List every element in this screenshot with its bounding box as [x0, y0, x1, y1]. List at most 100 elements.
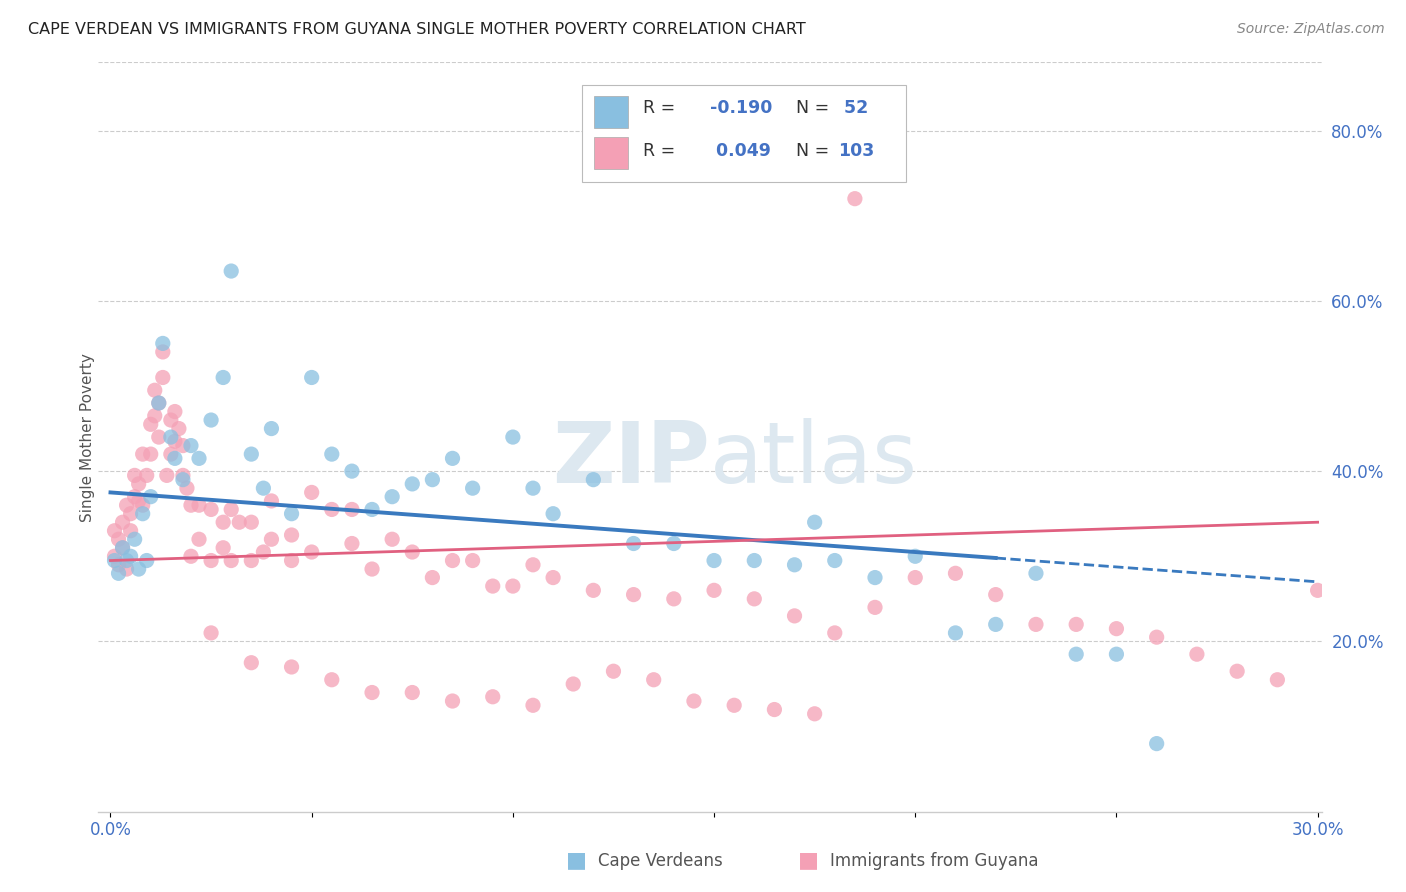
- Point: [662, 591, 685, 606]
- Point: [1105, 622, 1128, 636]
- Point: [160, 430, 183, 444]
- Point: [228, 515, 250, 529]
- Point: [683, 694, 706, 708]
- Point: [240, 447, 263, 461]
- Text: ■: ■: [799, 850, 818, 870]
- Point: [1064, 617, 1087, 632]
- Point: [212, 515, 235, 529]
- Point: [135, 553, 157, 567]
- Point: [280, 553, 302, 567]
- Point: [742, 591, 765, 606]
- Point: [219, 553, 242, 567]
- Point: [200, 626, 222, 640]
- Point: [321, 502, 343, 516]
- Point: [984, 617, 1007, 632]
- Point: [120, 524, 142, 538]
- Point: [481, 579, 503, 593]
- Point: [188, 533, 211, 547]
- Point: [103, 549, 125, 564]
- Point: [441, 553, 464, 567]
- Point: [422, 473, 444, 487]
- Point: [301, 545, 323, 559]
- Point: [301, 370, 323, 384]
- Point: [742, 553, 765, 567]
- Point: [180, 439, 202, 453]
- Point: [904, 549, 927, 564]
- Point: [115, 498, 138, 512]
- Point: [240, 553, 263, 567]
- Point: [135, 468, 157, 483]
- Point: [582, 473, 605, 487]
- Point: [139, 447, 162, 461]
- Point: [240, 515, 263, 529]
- Point: [945, 626, 967, 640]
- Point: [522, 698, 544, 713]
- Point: [188, 498, 211, 512]
- Text: Immigrants from Guyana: Immigrants from Guyana: [830, 852, 1038, 870]
- Point: [361, 562, 384, 576]
- Point: [148, 396, 170, 410]
- Point: [461, 553, 484, 567]
- Point: [1267, 673, 1289, 687]
- Text: N =: N =: [796, 99, 834, 117]
- Point: [441, 451, 464, 466]
- Point: [422, 571, 444, 585]
- Point: [623, 536, 645, 550]
- Point: [662, 536, 685, 550]
- Point: [381, 533, 404, 547]
- Point: [643, 673, 665, 687]
- Point: [502, 430, 524, 444]
- Point: [1025, 566, 1047, 581]
- Point: [260, 533, 283, 547]
- Point: [107, 566, 129, 581]
- Point: [340, 464, 363, 478]
- Point: [863, 571, 886, 585]
- Point: [172, 439, 194, 453]
- Point: [824, 553, 846, 567]
- Point: [200, 413, 222, 427]
- Point: [139, 490, 162, 504]
- Point: [361, 685, 384, 699]
- Point: [115, 562, 138, 576]
- Point: [111, 541, 134, 555]
- Point: [582, 583, 605, 598]
- Text: N =: N =: [796, 142, 834, 160]
- Point: [301, 485, 323, 500]
- Point: [441, 694, 464, 708]
- Point: [321, 673, 343, 687]
- Point: [763, 702, 786, 716]
- Point: [167, 421, 190, 435]
- Point: [280, 507, 302, 521]
- Point: [143, 384, 166, 398]
- Point: [1064, 647, 1087, 661]
- Point: [252, 545, 274, 559]
- Point: [176, 481, 198, 495]
- FancyBboxPatch shape: [593, 137, 628, 169]
- Point: [844, 192, 866, 206]
- Point: [541, 571, 564, 585]
- Text: 103: 103: [838, 142, 875, 160]
- Point: [200, 553, 222, 567]
- Text: Cape Verdeans: Cape Verdeans: [598, 852, 723, 870]
- Point: [160, 447, 183, 461]
- Point: [361, 502, 384, 516]
- Text: Source: ZipAtlas.com: Source: ZipAtlas.com: [1237, 22, 1385, 37]
- Point: [723, 698, 745, 713]
- Point: [188, 451, 211, 466]
- Point: [1146, 737, 1168, 751]
- Point: [260, 421, 283, 435]
- Point: [401, 545, 423, 559]
- Point: [103, 553, 125, 567]
- Point: [115, 553, 138, 567]
- Point: [803, 706, 825, 721]
- Point: [163, 434, 186, 449]
- Point: [107, 558, 129, 572]
- Text: CAPE VERDEAN VS IMMIGRANTS FROM GUYANA SINGLE MOTHER POVERTY CORRELATION CHART: CAPE VERDEAN VS IMMIGRANTS FROM GUYANA S…: [28, 22, 806, 37]
- Point: [280, 660, 302, 674]
- Point: [120, 549, 142, 564]
- Text: R =: R =: [643, 99, 681, 117]
- Point: [401, 476, 423, 491]
- Point: [163, 404, 186, 418]
- Point: [180, 498, 202, 512]
- Point: [623, 588, 645, 602]
